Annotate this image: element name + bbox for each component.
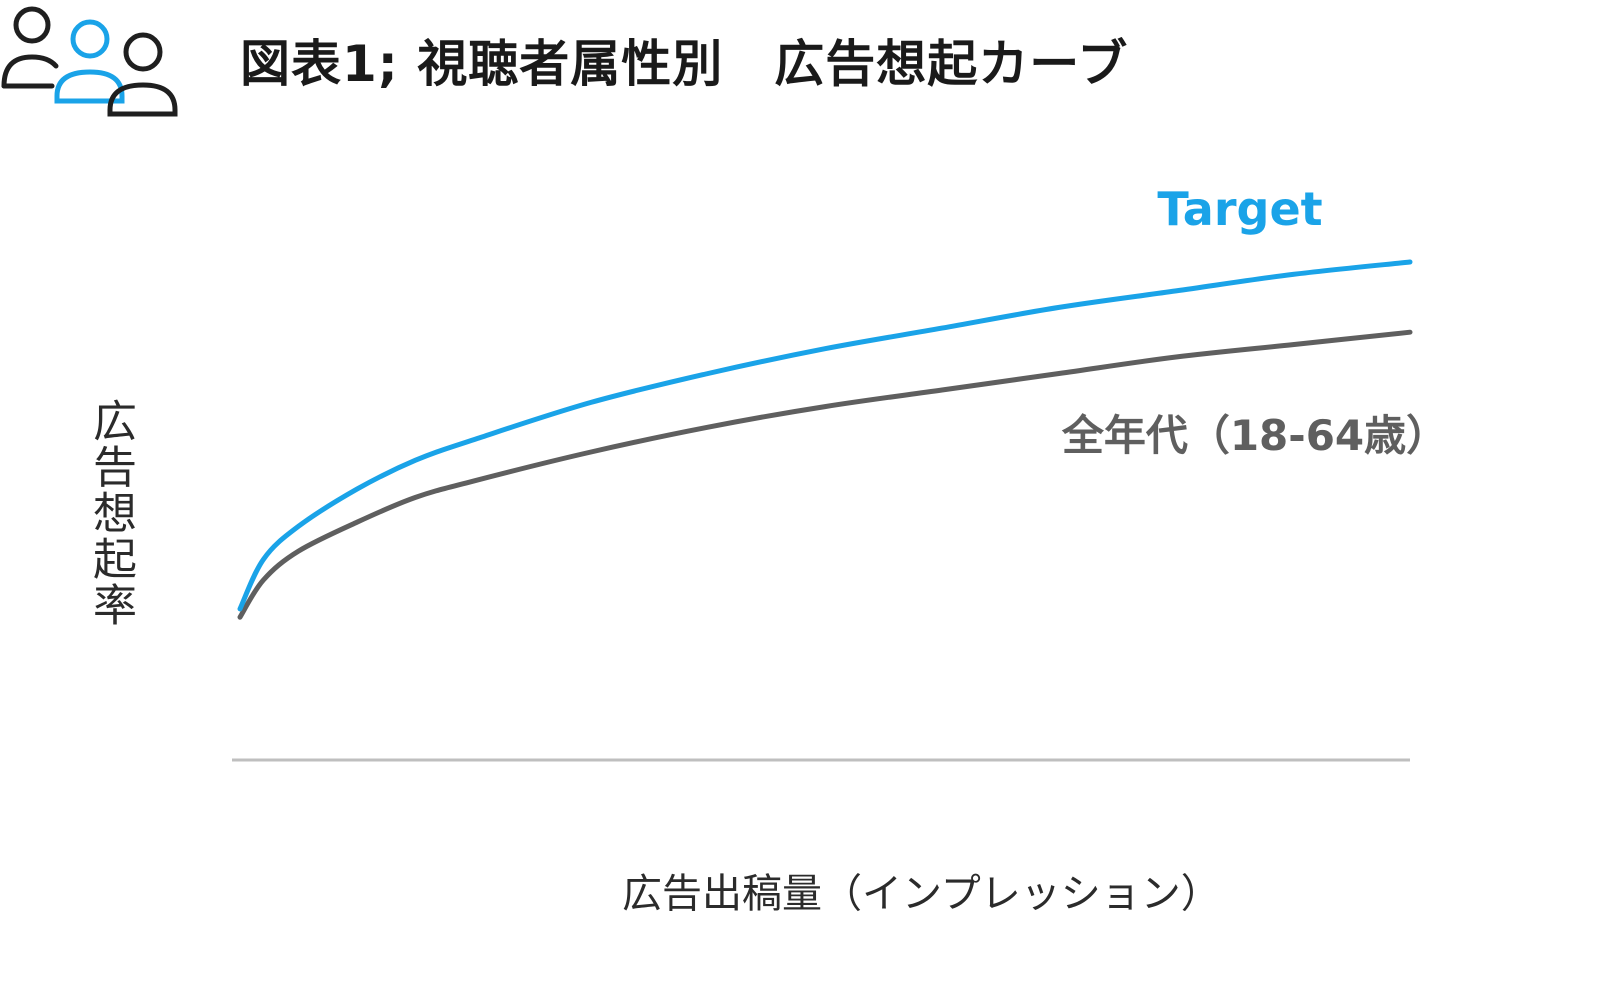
series-line-all-ages xyxy=(237,329,1413,620)
people-group-icon xyxy=(1,6,178,117)
x-axis-label: 広告出稿量（インプレッション） xyxy=(622,871,1221,917)
person-center-head xyxy=(70,19,110,59)
y-axis-label: 広告想起率 xyxy=(85,398,136,628)
person-right-body xyxy=(107,82,178,117)
person-left-body xyxy=(1,54,59,89)
person-left-head xyxy=(13,6,51,44)
series-line-target xyxy=(237,259,1413,612)
series-label-all-ages: 全年代（18-64歳） xyxy=(1061,411,1448,460)
chart-title: 図表1; 視聴者属性別 広告想起カーブ xyxy=(240,35,1129,93)
person-right-head xyxy=(123,32,163,72)
series-label-target: Target xyxy=(1157,182,1322,236)
